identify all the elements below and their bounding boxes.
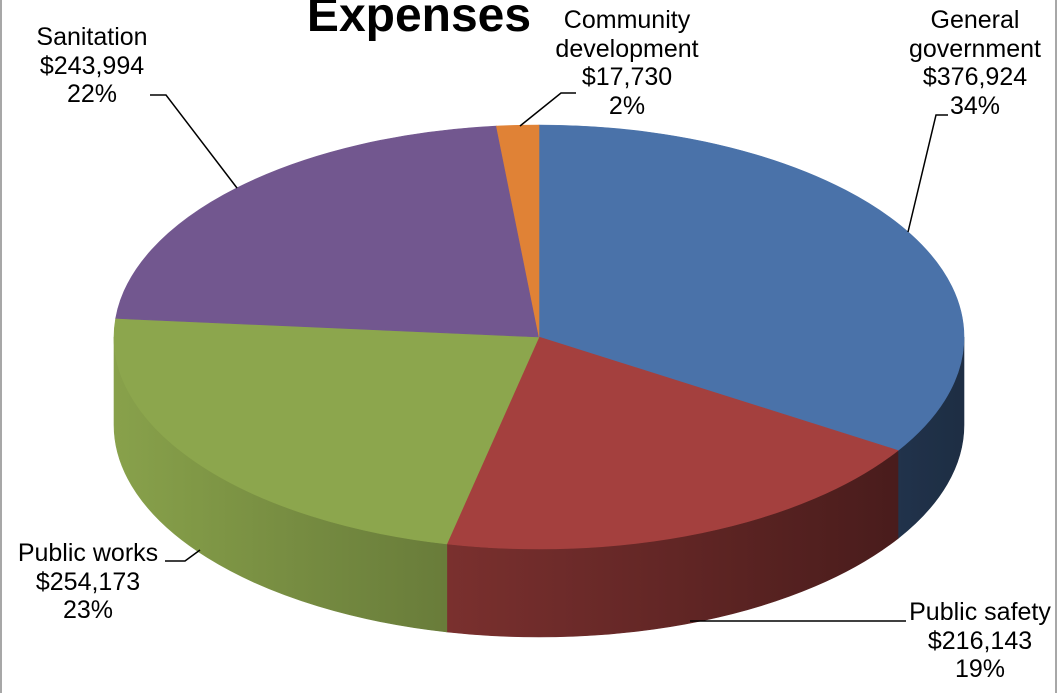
data-label-category: Public works [17,539,159,567]
data-label-public-works: Public works $254,173 23% [3,539,173,625]
data-label-percent: 34% [949,91,1001,120]
data-label-community-development: Community development $17,730 2% [552,6,702,120]
data-label-value: $216,143 [927,626,1033,655]
data-label-percent: 23% [62,596,114,624]
data-label-category: Community development [555,6,699,63]
chart-title: Expenses [307,0,531,42]
data-label-public-safety: Public safety $216,143 19% [905,598,1055,684]
data-label-percent: 22% [66,80,118,108]
leader-line-community-development [519,92,576,127]
data-label-category: Sanitation [36,23,148,51]
leader-lines [150,92,948,622]
data-label-sanitation: Sanitation $243,994 22% [17,23,167,109]
pie-slice-public-safety [446,336,899,550]
data-label-general-government: General government $376,924 34% [900,6,1050,120]
pie-slice-community-development [496,124,540,338]
data-label-value: $254,173 [35,567,141,596]
leader-line-public-works [165,549,201,562]
data-label-value: $243,994 [39,51,145,80]
pie-slices [113,124,965,550]
leader-line-general-government [907,114,948,233]
pie-slice-general-government [538,124,965,451]
data-label-category: Public safety [909,598,1051,626]
data-label-value: $17,730 [581,63,673,91]
data-label-percent: 19% [954,655,1006,683]
data-label-percent: 2% [608,91,646,120]
pie-slice-public-works [113,318,540,545]
leader-line-sanitation [150,94,238,189]
pie-slice-sanitation [115,125,540,338]
data-label-category: General government [908,6,1042,63]
data-label-value: $376,924 [922,63,1028,91]
